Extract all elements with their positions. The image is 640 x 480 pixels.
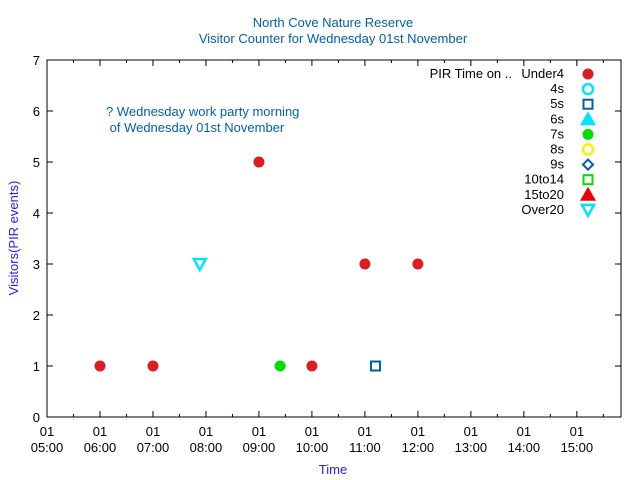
legend-label: 6s [550, 111, 564, 126]
data-point-under4 [94, 360, 106, 372]
x-tick-label-day: 01 [305, 424, 319, 439]
data-point-5s [370, 360, 382, 372]
x-tick-label-time: 13:00 [455, 440, 488, 455]
y-tick-label: 4 [33, 206, 40, 221]
x-tick-label-day: 01 [93, 424, 107, 439]
x-tick-label-day: 01 [199, 424, 213, 439]
x-tick-label-time: 11:00 [349, 440, 381, 455]
x-tick-label-day: 01 [411, 424, 425, 439]
data-point-7s [274, 360, 286, 372]
legend-label: 15to20 [524, 187, 564, 202]
y-tick-label: 6 [33, 104, 40, 119]
plot-border [46, 59, 622, 418]
data-point-under4 [253, 156, 265, 168]
y-tick-label: 7 [33, 53, 40, 68]
data-point-under4 [147, 360, 159, 372]
x-tick-label-time: 15:00 [561, 440, 594, 455]
x-tick-label-time: 08:00 [190, 440, 223, 455]
legend-marker-7s [582, 128, 594, 140]
annotation-line-1: ? Wednesday work party morning [106, 104, 299, 119]
legend-label: 5s [550, 96, 564, 111]
y-tick-label: 0 [33, 410, 40, 425]
y-axis-label: Visitors(PIR events) [6, 181, 21, 296]
x-tick-label-time: 14:00 [508, 440, 541, 455]
annotation-line-2: of Wednesday 01st November [106, 120, 285, 135]
legend-label: Under4 [521, 66, 564, 81]
data-point-over20 [191, 257, 208, 273]
y-tick-label: 5 [33, 155, 40, 170]
x-tick-label-day: 01 [464, 424, 478, 439]
legend-marker-4s [581, 82, 595, 96]
legend-label: Over20 [521, 202, 564, 217]
y-tick-label: 2 [33, 308, 40, 323]
x-tick-label-day: 01 [252, 424, 266, 439]
x-tick-label-time: 10:00 [296, 440, 329, 455]
data-point-under4 [306, 360, 318, 372]
legend-marker-6s [580, 111, 596, 126]
legend-marker-over20 [579, 203, 597, 219]
legend-marker-15to20 [580, 186, 596, 201]
x-tick-label-day: 01 [570, 424, 584, 439]
legend-label: 4s [550, 81, 564, 96]
x-tick-label-time: 07:00 [137, 440, 170, 455]
x-tick-label-time: 06:00 [84, 440, 117, 455]
x-tick-label-time: 12:00 [402, 440, 435, 455]
y-tick-label: 3 [33, 257, 40, 272]
legend-marker-5s [582, 98, 594, 110]
chart-title: North Cove Nature Reserve [253, 15, 413, 30]
x-axis-label: Time [319, 462, 347, 477]
x-tick-label-time: 09:00 [243, 440, 276, 455]
legend-label: 8s [550, 142, 564, 157]
chart-subtitle: Visitor Counter for Wednesday 01st Novem… [199, 31, 468, 46]
legend-title: PIR Time on .. [430, 66, 512, 81]
y-tick-label: 1 [33, 359, 40, 374]
x-tick-label-time: 05:00 [31, 440, 64, 455]
data-point-under4 [359, 258, 371, 270]
legend-label: 10to14 [524, 172, 564, 187]
legend-label: 7s [550, 126, 564, 141]
x-tick-label-day: 01 [40, 424, 54, 439]
legend-label: 9s [550, 157, 564, 172]
x-tick-label-day: 01 [146, 424, 160, 439]
legend-marker-9s [581, 158, 595, 172]
legend-marker-8s [581, 143, 595, 156]
legend-marker-10to14 [582, 174, 594, 186]
x-tick-label-day: 01 [517, 424, 531, 439]
x-tick-label-day: 01 [358, 424, 372, 439]
data-point-under4 [412, 258, 424, 270]
legend-marker-under4 [582, 68, 594, 80]
